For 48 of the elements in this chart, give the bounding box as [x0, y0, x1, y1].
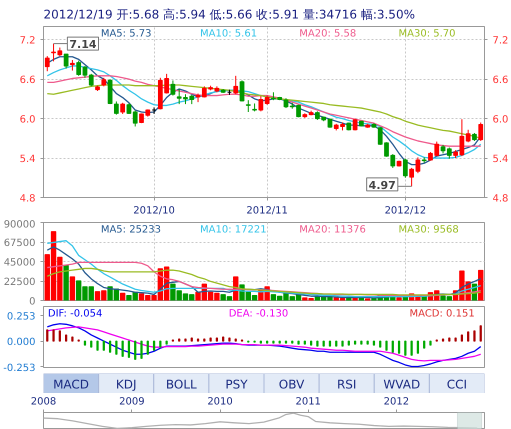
x-tick-label: 2012 [384, 396, 410, 408]
text: MA20: 11376 [299, 224, 366, 236]
text: MA5: 25233 [100, 224, 162, 236]
series-label: DIF: -0.054 [48, 308, 102, 320]
y-tick-label: 22500 [4, 277, 36, 288]
text: MA10: 5.61 [200, 28, 258, 40]
y2-tick-label: 4.8 [492, 194, 508, 204]
y2-tick-label: 5.4 [492, 154, 508, 166]
x-tick-label: 2012/10 [133, 206, 175, 216]
series-label: MACD: 0.151 [410, 308, 475, 320]
text: MA5: 5.73 [100, 28, 152, 40]
y-tick-label: -0.253 [3, 362, 36, 374]
y-tick-label: 6.6 [20, 75, 36, 86]
y-tick-label: 0.253 [6, 311, 36, 322]
x-tick-label: 2009 [119, 396, 145, 408]
x-tick-label: 2012/11 [246, 206, 288, 216]
y-tick-label: 6.0 [20, 114, 36, 126]
category-label: WVAD [383, 378, 420, 392]
y-tick-label: 0.000 [6, 337, 36, 348]
category-label: OBV [278, 378, 306, 392]
category-label: RSI [336, 378, 356, 392]
chart-title: 2012/12/19 开:5.68 高:5.94 低:5.66 收:5.91 量:34716 幅:3.50% [44, 8, 415, 22]
y-tick-label: 0 [29, 296, 36, 308]
category-label: BOLL [166, 378, 198, 392]
y2-tick-label: 6.0 [492, 114, 508, 126]
text: MA30: 5.70 [398, 28, 456, 40]
y2-tick-label: 6.6 [492, 75, 508, 86]
category-label: KDJ [116, 378, 137, 392]
y-tick-label: 90000 [4, 220, 36, 230]
y-tick-label: 67500 [4, 238, 36, 249]
text: MA30: 9568 [398, 224, 459, 236]
x-tick-label: 2008 [30, 396, 56, 408]
y-tick-label: 45000 [4, 258, 36, 268]
category-label: MACD [53, 378, 90, 392]
text: MA20: 5.58 [299, 28, 356, 40]
y-tick-label: 4.8 [20, 194, 36, 204]
y2-tick-label: 7.2 [492, 36, 508, 47]
text: MA10: 17221 [200, 224, 267, 236]
category-label: PSY [225, 378, 248, 392]
text: DEA: -0.130 [228, 308, 288, 320]
y-tick-label: 7.2 [20, 36, 36, 47]
annotation: 7.14 [69, 38, 97, 52]
category-label: CCI [446, 378, 468, 392]
x-tick-label: 2010 [207, 396, 233, 408]
y-tick-label: 5.4 [20, 154, 36, 166]
annotation: 4.97 [368, 178, 396, 192]
x-tick-label: 2012/12 [384, 206, 426, 216]
x-tick-label: 2011 [295, 396, 321, 408]
